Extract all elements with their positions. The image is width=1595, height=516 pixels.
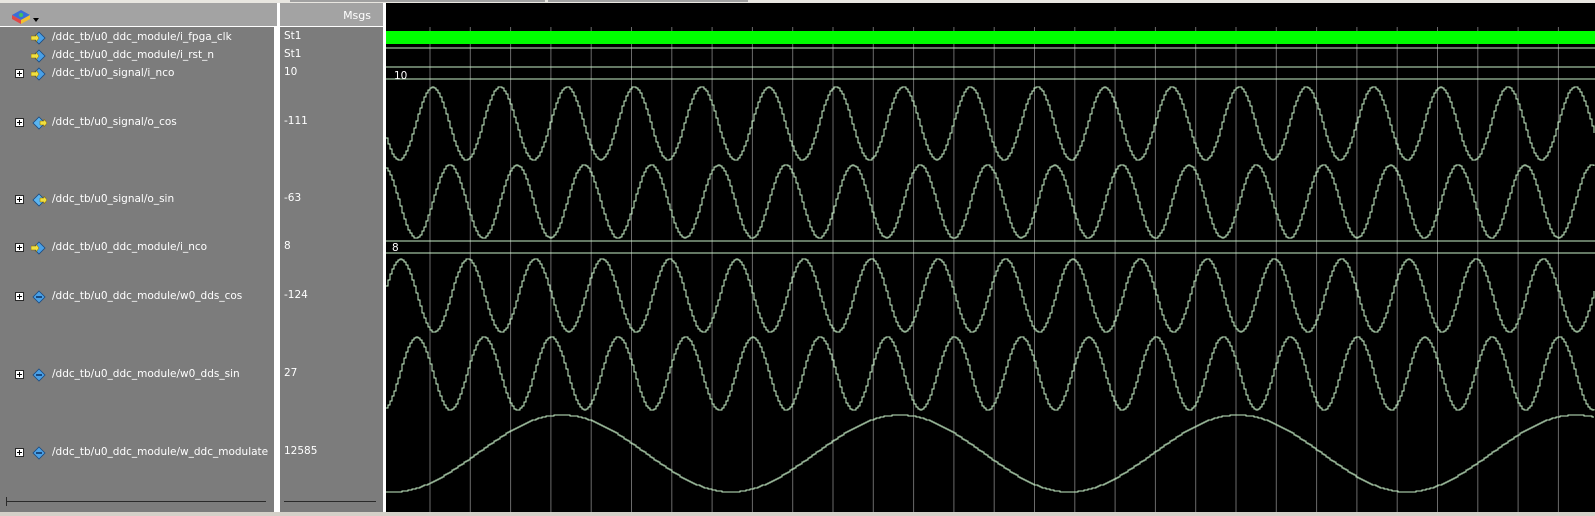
- signal-value: 12585: [284, 445, 318, 457]
- values-scrollbar[interactable]: [284, 501, 376, 502]
- wire-signal-icon: [31, 289, 47, 304]
- signal-value: -63: [284, 192, 302, 204]
- signal-path-label: /ddc_tb/u0_ddc_module/i_rst_n: [52, 49, 215, 61]
- signal-row[interactable]: /ddc_tb/u0_ddc_module/w_ddc_modulate: [0, 444, 272, 460]
- input-signal-icon: [30, 66, 47, 81]
- expand-plus-icon[interactable]: [15, 243, 24, 252]
- waveform-trace-o-cos: [386, 86, 1595, 161]
- output-signal-icon: [31, 115, 48, 130]
- signal-row[interactable]: /ddc_tb/u0_signal/o_sin: [0, 191, 272, 207]
- modelsim-logo-icon[interactable]: [10, 9, 32, 25]
- waveform-canvas[interactable]: [386, 27, 1595, 512]
- signal-value: 8: [284, 240, 291, 252]
- signal-row[interactable]: /ddc_tb/u0_ddc_module/i_rst_n: [0, 47, 272, 63]
- waveform-panel[interactable]: 10 8: [386, 27, 1595, 512]
- signal-path-label: /ddc_tb/u0_ddc_module/w0_dds_cos: [52, 290, 243, 302]
- expand-plus-icon[interactable]: [15, 69, 24, 78]
- tab-strip: [0, 0, 1595, 3]
- wire-signal-icon: [31, 367, 47, 382]
- signal-value: -124: [284, 289, 308, 301]
- waveform-trace-dds-cos: [386, 258, 1595, 333]
- signal-value: 10: [284, 66, 298, 78]
- signal-path-label: /ddc_tb/u0_signal/o_sin: [52, 193, 175, 205]
- signal-value: St1: [284, 48, 302, 60]
- signal-value: 27: [284, 367, 298, 379]
- input-signal-icon: [30, 240, 47, 255]
- input-signal-icon: [30, 48, 47, 63]
- signal-path-label: /ddc_tb/u0_signal/o_cos: [52, 116, 177, 128]
- expand-plus-icon[interactable]: [15, 448, 24, 457]
- bus-value-label: 10: [394, 70, 408, 82]
- expand-plus-icon[interactable]: [15, 292, 24, 301]
- column-divider[interactable]: [277, 3, 280, 512]
- signal-row[interactable]: /ddc_tb/u0_signal/i_nco: [0, 65, 272, 81]
- wave-header: [386, 3, 1595, 27]
- signal-value: -111: [284, 115, 308, 127]
- names-header: [0, 3, 277, 27]
- bus-value-label: 8: [392, 242, 399, 254]
- signal-row[interactable]: /ddc_tb/u0_signal/o_cos: [0, 114, 272, 130]
- signal-names-panel: /ddc_tb/u0_ddc_module/i_fpga_clk/ddc_tb/…: [0, 27, 277, 512]
- signal-path-label: /ddc_tb/u0_signal/i_nco: [52, 67, 175, 79]
- signal-values-panel: St1 St1 10 -111 -63 8 -124 27 12585: [280, 27, 383, 512]
- wire-signal-icon: [31, 445, 47, 460]
- waveform-trace-ddc-modulate: [386, 414, 1594, 493]
- signal-row[interactable]: /ddc_tb/u0_ddc_module/i_fpga_clk: [0, 29, 272, 45]
- signal-value: St1: [284, 30, 302, 42]
- names-scrollbar[interactable]: [6, 495, 268, 507]
- signal-row[interactable]: /ddc_tb/u0_ddc_module/w0_dds_sin: [0, 366, 272, 382]
- signal-path-label: /ddc_tb/u0_ddc_module/w0_dds_sin: [52, 368, 240, 380]
- signal-path-label: /ddc_tb/u0_ddc_module/i_nco: [52, 241, 208, 253]
- signal-path-label: /ddc_tb/u0_ddc_module/w_ddc_modulate: [52, 446, 269, 458]
- tab[interactable]: [548, 0, 748, 2]
- waveform-trace-dds-sin: [386, 336, 1595, 411]
- output-signal-icon: [31, 192, 48, 207]
- signal-row[interactable]: /ddc_tb/u0_ddc_module/i_nco: [0, 239, 272, 255]
- column-divider[interactable]: [383, 3, 386, 512]
- waveform-trace-o-sin: [386, 164, 1595, 239]
- signal-path-label: /ddc_tb/u0_ddc_module/i_fpga_clk: [52, 31, 232, 43]
- expand-plus-icon[interactable]: [15, 195, 24, 204]
- expand-plus-icon[interactable]: [15, 370, 24, 379]
- tab[interactable]: [290, 0, 545, 2]
- expand-plus-icon[interactable]: [15, 118, 24, 127]
- msgs-header: Msgs: [280, 3, 383, 27]
- chevron-down-icon[interactable]: [33, 18, 39, 22]
- signal-row[interactable]: /ddc_tb/u0_ddc_module/w0_dds_cos: [0, 288, 272, 304]
- msgs-header-label: Msgs: [343, 9, 371, 22]
- input-signal-icon: [30, 30, 47, 45]
- clock-trace: [386, 31, 1595, 44]
